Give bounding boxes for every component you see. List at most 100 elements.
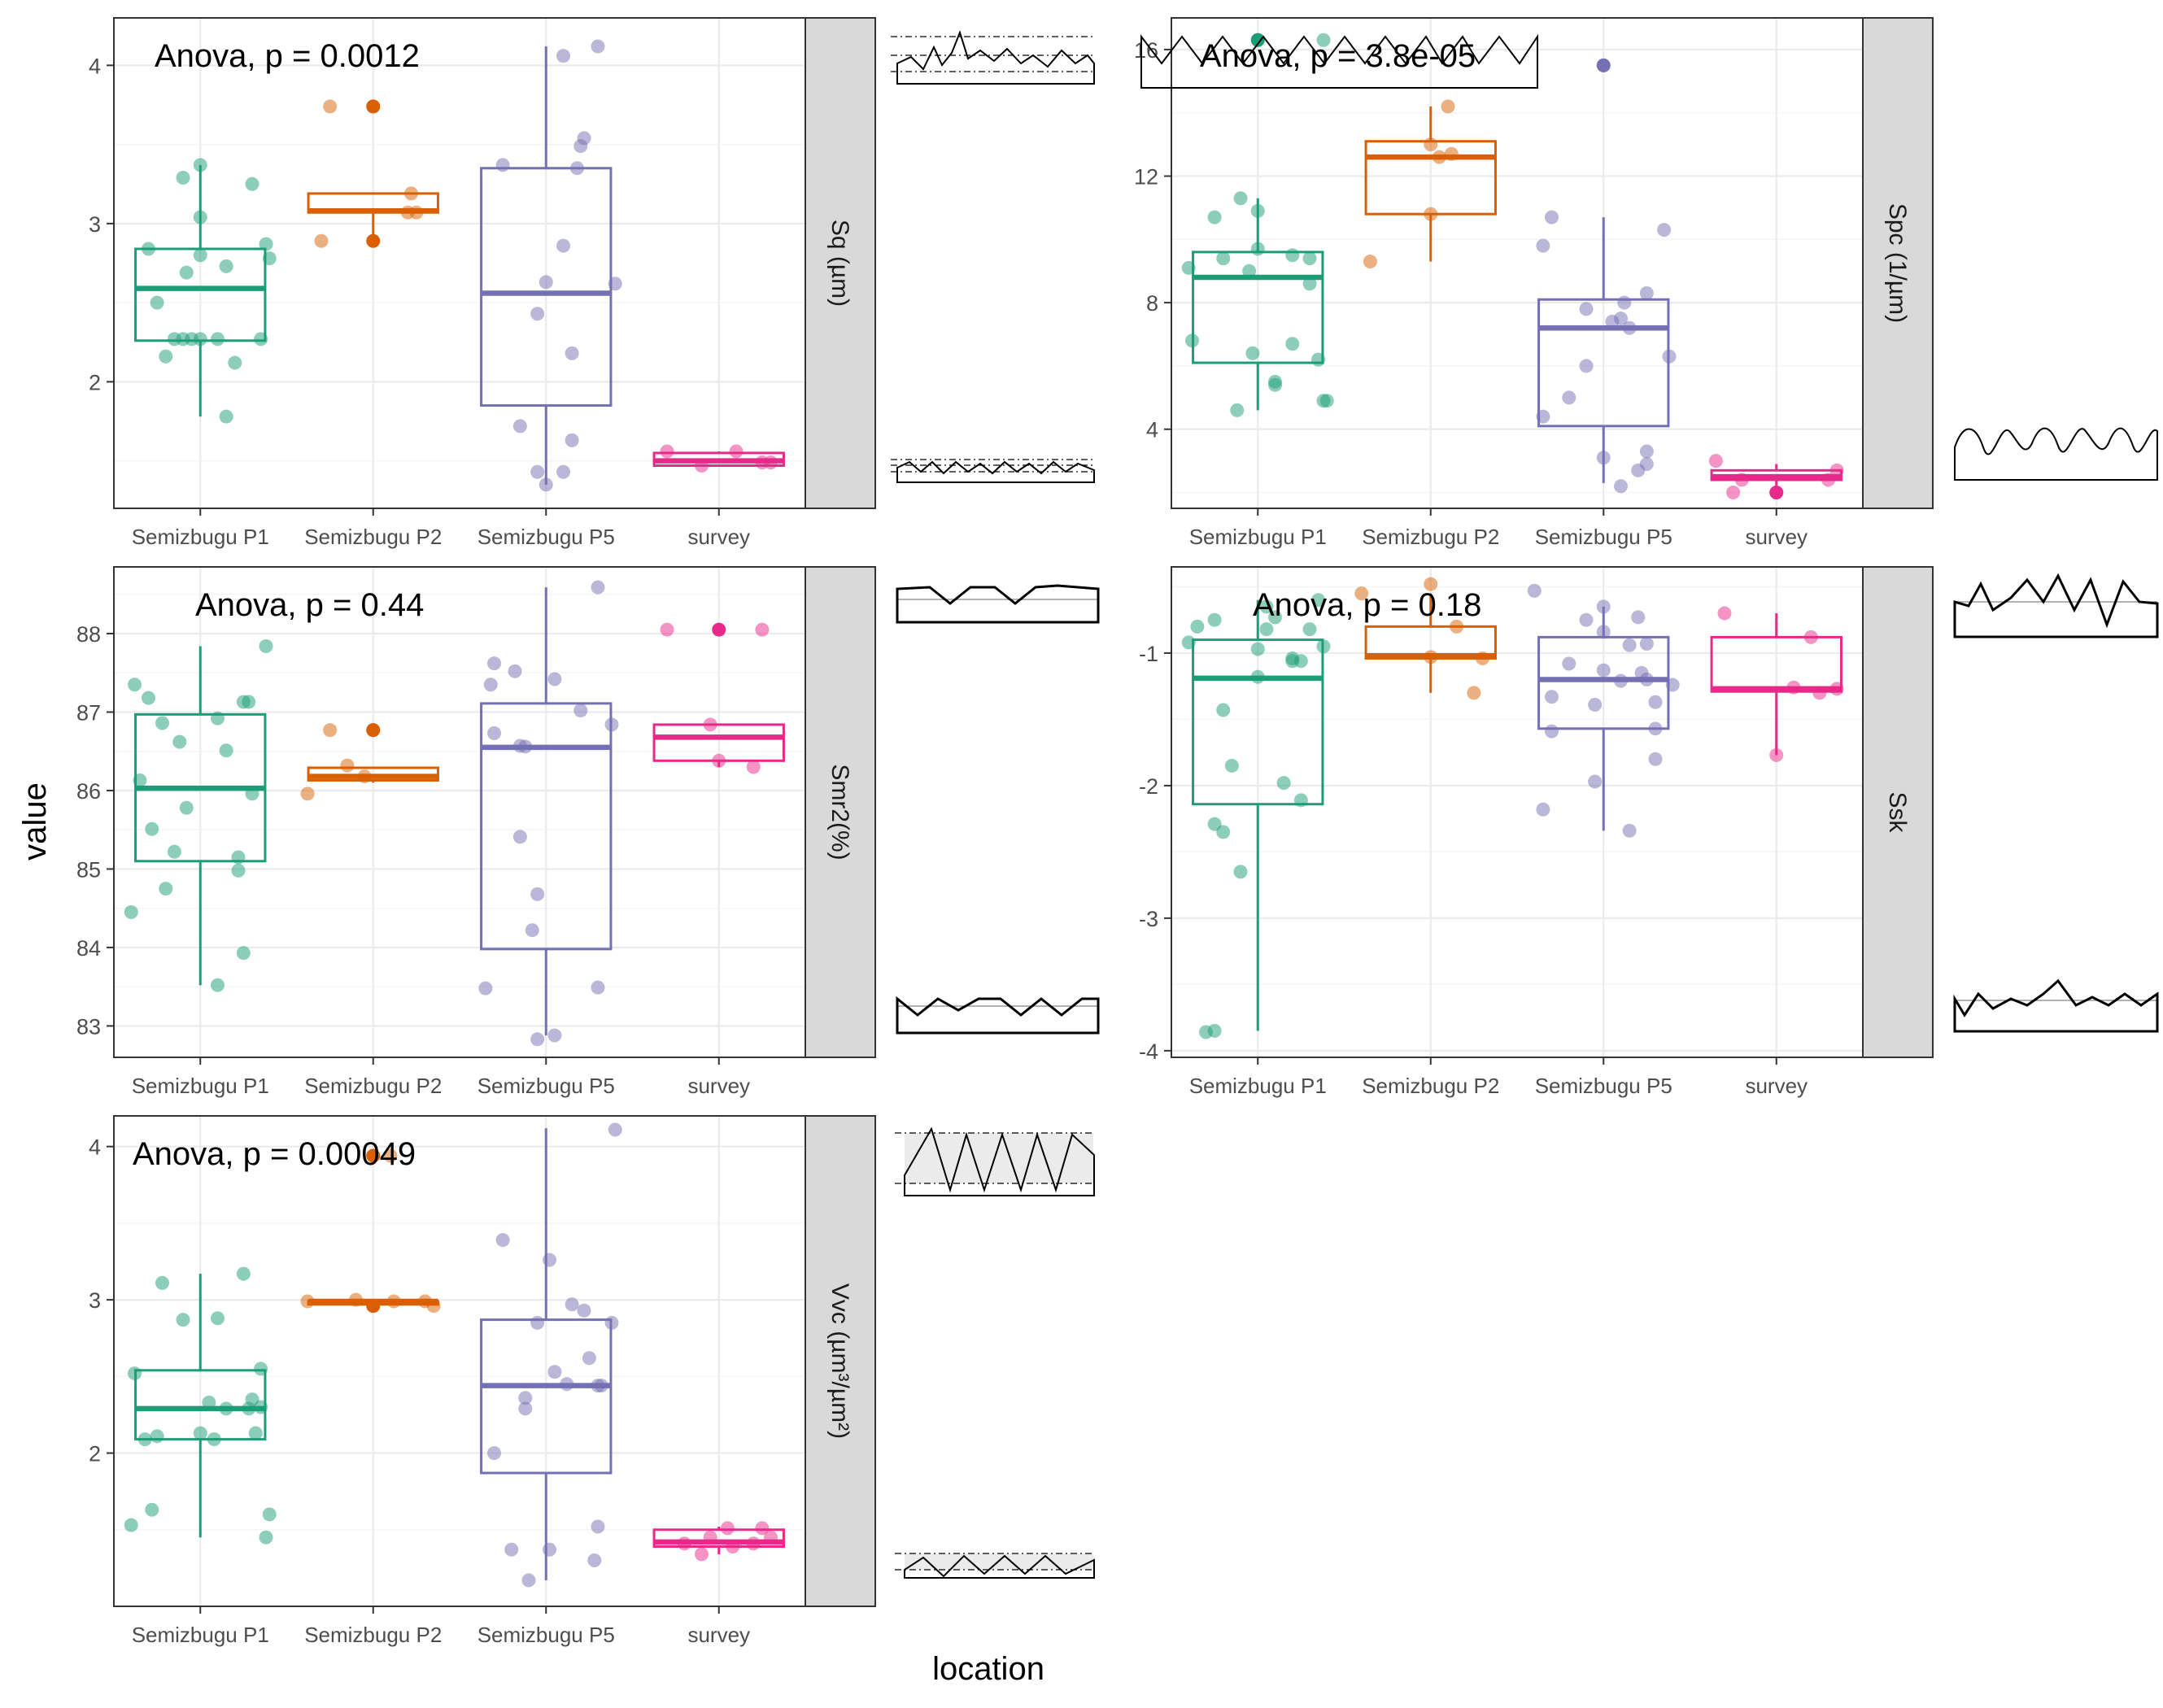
profile-icon-ssk-high [1953,573,2159,638]
data-point [1363,255,1377,269]
data-point [133,773,147,787]
data-point [300,786,315,801]
data-point [1545,724,1559,739]
data-point [695,458,709,473]
data-point [1181,260,1196,275]
data-point [1536,409,1550,424]
data-point [1302,251,1317,266]
data-point [1803,630,1818,644]
data-point [228,355,242,370]
data-point [185,332,199,346]
facet-strip [1862,566,1934,1058]
box [1192,638,1324,806]
data-point [1185,333,1199,348]
x-tick-label: survey [687,525,750,549]
data-point [1285,248,1300,263]
data-point [1617,295,1632,310]
x-tick-label: Semizbugu P5 [478,525,615,549]
data-point [677,1536,691,1551]
y-tick-label: 2 [89,370,101,394]
data-point [577,131,591,146]
data-point [193,248,207,263]
data-point [145,821,159,836]
data-point [495,1233,510,1248]
data-point [254,1400,268,1414]
anova-annotation: Anova, p = 0.00049 [133,1136,416,1172]
data-point [1648,752,1663,766]
data-point [1285,337,1300,351]
anova-annotation: Anova, p = 3.8e-05 [1200,38,1476,74]
panel-5: Vvc (µm³/µm²) 2 3 4 Semizbugu P1 Semizbugu P2… [89,1115,876,1647]
data-point [193,210,207,224]
data-point [1293,654,1308,669]
data-point [1316,639,1331,654]
x-tick-label: Semizbugu P5 [478,1074,615,1098]
data-point [1588,774,1603,789]
data-point [1242,264,1257,278]
data-point [547,672,562,686]
data-point [254,332,268,346]
data-point [539,477,553,492]
data-point [1441,99,1455,114]
outlier-point [712,622,726,637]
data-point [660,622,674,637]
data-point [512,419,527,434]
x-tick-label: survey [1745,1074,1808,1098]
y-tick-label: 87 [76,700,101,725]
data-point [211,1311,225,1326]
data-point [521,1573,536,1588]
data-point [1319,394,1334,408]
data-point [1233,191,1248,206]
data-point [478,981,493,996]
x-tick-label: Semizbugu P1 [132,1074,269,1098]
data-point [525,923,539,938]
data-point [1354,586,1369,601]
data-point [300,1294,315,1309]
profile-insets [891,30,2159,1579]
profile-icon-sq-high [891,30,1095,85]
x-tick-label: survey [687,1623,750,1647]
data-point [1657,223,1672,237]
data-point [539,275,553,290]
data-point [366,723,381,738]
data-point [1648,695,1663,709]
data-point [366,1299,381,1314]
data-point [128,678,142,692]
data-point [211,332,225,346]
data-point [219,1401,233,1416]
data-point [1444,146,1459,161]
y-tick-label: 86 [76,779,101,804]
data-point [262,251,277,266]
data-point [1230,403,1245,417]
data-point [176,170,190,185]
data-point [1207,1023,1222,1038]
data-point [1717,606,1732,621]
x-tick-label: Semizbugu P2 [304,1074,442,1098]
data-point [1726,486,1741,500]
data-point [1639,637,1654,651]
data-point [1250,242,1265,256]
data-point [314,233,329,248]
x-tick-label: Semizbugu P5 [1535,1074,1672,1098]
y-axis-title: value [17,782,53,861]
data-point [1250,642,1265,656]
x-tick-label: Semizbugu P5 [478,1623,615,1647]
data-point [1216,703,1231,717]
data-point [487,726,501,741]
data-point [1536,238,1550,253]
data-point [1190,619,1205,634]
data-point [1467,686,1481,700]
data-point [604,717,619,732]
data-point [1424,207,1438,221]
data-point [1829,463,1844,477]
data-point [245,786,259,801]
profile-icon-spc-round [1954,427,2158,481]
y-tick-label: -1 [1139,642,1158,666]
data-point [695,1547,709,1562]
data-point [764,455,778,470]
data-point [172,734,187,749]
data-point [366,1148,381,1163]
plot-background [1171,18,1863,508]
